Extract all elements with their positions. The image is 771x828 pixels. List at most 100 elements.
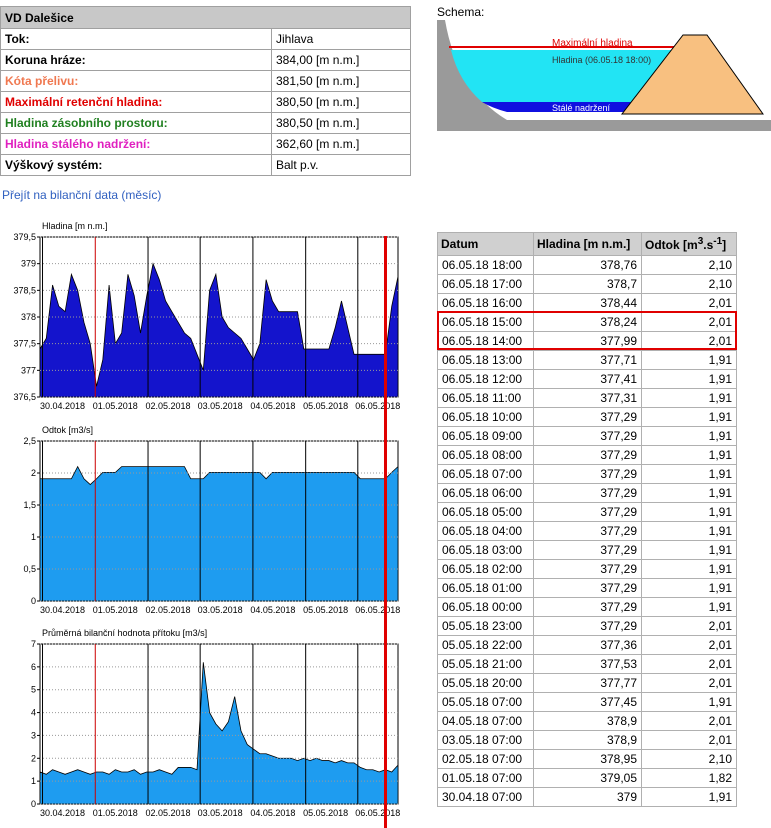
row: 06.05.18 14:00 377,99 2,01 [437, 331, 737, 351]
cell: 377,29 [532, 483, 643, 503]
row: 05.05.18 21:00 377,53 2,01 [437, 654, 737, 674]
cell: 378,44 [532, 293, 643, 313]
dead-storage [482, 102, 632, 112]
cell: 377,31 [532, 388, 643, 408]
y-tick-label: 3 [31, 730, 36, 740]
chart-title: Průměrná bilanční hodnota přítoku [m3/s] [42, 628, 207, 638]
x-tick-label: 06.05.2018 [355, 401, 400, 411]
cell: 05.05.18 07:00 [437, 692, 534, 712]
info-label: Kóta přelivu: [0, 70, 272, 92]
cell: 377,41 [532, 369, 643, 389]
info-label: Výškový systém: [0, 154, 272, 176]
cell: 1,91 [641, 407, 737, 427]
area [39, 262, 399, 398]
x-tick-label: 02.05.2018 [146, 401, 191, 411]
cell: 1,91 [641, 502, 737, 522]
cell: 1,91 [641, 540, 737, 560]
row: 05.05.18 07:00 377,45 1,91 [437, 692, 737, 712]
cell: 01.05.18 07:00 [437, 768, 534, 788]
cell: 1,91 [641, 445, 737, 465]
y-tick-label: 4 [31, 708, 36, 718]
row: 06.05.18 06:00 377,29 1,91 [437, 483, 737, 503]
info-table: VD Dalešice Tok: Jihlava Koruna hráze: 384,0… [0, 6, 411, 176]
cell: 379 [532, 787, 643, 807]
row: 05.05.18 22:00 377,36 2,01 [437, 635, 737, 655]
y-tick-label: 0,5 [23, 564, 36, 574]
row: 06.05.18 17:00 378,7 2,10 [437, 274, 737, 294]
cell: 378,9 [532, 730, 643, 750]
cell: 06.05.18 00:00 [437, 597, 534, 617]
row: 06.05.18 13:00 377,71 1,91 [437, 350, 737, 370]
charts: Hladina [m n.m.] 376,5 377 377,5 378 378,5 379… [13, 221, 400, 818]
cell: 2,01 [641, 730, 737, 750]
info-title: VD Dalešice [0, 6, 411, 29]
cell: 1,91 [641, 464, 737, 484]
cell: 2,10 [641, 749, 737, 769]
cell: 377,45 [532, 692, 643, 712]
cell: 2,01 [641, 654, 737, 674]
cell: 377,29 [532, 445, 643, 465]
cell: 06.05.18 05:00 [437, 502, 534, 522]
info-value: Jihlava [271, 28, 411, 50]
y-tick-label: 1 [31, 776, 36, 786]
x-tick-label: 30.04.2018 [40, 605, 85, 615]
header-text: ] [722, 238, 727, 252]
row: 04.05.18 07:00 378,9 2,01 [437, 711, 737, 731]
row: 06.05.18 12:00 377,41 1,91 [437, 369, 737, 389]
cell: 06.05.18 02:00 [437, 559, 534, 579]
info-label: Hladina zásobního prostoru: [0, 112, 272, 134]
x-tick-label: 30.04.2018 [40, 401, 85, 411]
cell: 378,7 [532, 274, 643, 294]
cell: 2,10 [641, 255, 737, 275]
info-value: 380,50 [m n.m.] [271, 91, 411, 113]
cell: 1,91 [641, 787, 737, 807]
cell: 05.05.18 20:00 [437, 673, 534, 693]
info-value: 380,50 [m n.m.] [271, 112, 411, 134]
cell: 06.05.18 04:00 [437, 521, 534, 541]
cell: 02.05.18 07:00 [437, 749, 534, 769]
cell: 377,29 [532, 407, 643, 427]
cell: 377,99 [532, 331, 643, 351]
row: 03.05.18 07:00 378,9 2,01 [437, 730, 737, 750]
row: 06.05.18 05:00 377,29 1,91 [437, 502, 737, 522]
time-cursor [384, 236, 387, 828]
cell: 06.05.18 03:00 [437, 540, 534, 560]
row: 06.05.18 07:00 377,29 1,91 [437, 464, 737, 484]
cell: 379,05 [532, 768, 643, 788]
row: 06.05.18 11:00 377,31 1,91 [437, 388, 737, 408]
y-tick-label: 378,5 [13, 285, 36, 295]
row: Koruna hráze: 384,00 [m n.m.] [0, 49, 411, 71]
row: 06.05.18 09:00 377,29 1,91 [437, 426, 737, 446]
x-tick-label: 03.05.2018 [198, 401, 243, 411]
y-tick-label: 2 [31, 753, 36, 763]
cell: 378,9 [532, 711, 643, 731]
cell: 05.05.18 23:00 [437, 616, 534, 636]
x-tick-label: 01.05.2018 [93, 401, 138, 411]
column-header: Odtok [m3.s-1] [641, 232, 737, 256]
row: Maximální retenční hladina: 380,50 [m n.m… [0, 91, 411, 113]
y-tick-label: 1,5 [23, 500, 36, 510]
y-tick-label: 379 [21, 259, 36, 269]
row: 06.05.18 10:00 377,29 1,91 [437, 407, 737, 427]
cell: 377,71 [532, 350, 643, 370]
y-tick-label: 378 [21, 312, 36, 322]
cell: 06.05.18 15:00 [437, 312, 534, 332]
header-row: Datum Hladina [m n.m.] Odtok [m3.s-1] [437, 232, 737, 256]
header-text: 3 [697, 236, 704, 247]
x-tick-label: 05.05.2018 [303, 401, 348, 411]
info-label: Maximální retenční hladina: [0, 91, 272, 113]
link[interactable]: Přejít na bilanční data (měsíc) [2, 188, 162, 202]
y-tick-label: 0 [31, 799, 36, 809]
highlight-box [437, 311, 737, 350]
chart-title: Odtok [m3/s] [42, 425, 93, 435]
dam [620, 34, 764, 115]
row: 06.05.18 02:00 377,29 1,91 [437, 559, 737, 579]
row: 06.05.18 18:00 378,76 2,10 [437, 255, 737, 275]
row: 06.05.18 03:00 377,29 1,91 [437, 540, 737, 560]
cell: 1,91 [641, 578, 737, 598]
x-tick-label: 04.05.2018 [250, 808, 295, 818]
row: 05.05.18 20:00 377,77 2,01 [437, 673, 737, 693]
info-label: Koruna hráze: [0, 49, 272, 71]
x-tick-label: 03.05.2018 [198, 605, 243, 615]
